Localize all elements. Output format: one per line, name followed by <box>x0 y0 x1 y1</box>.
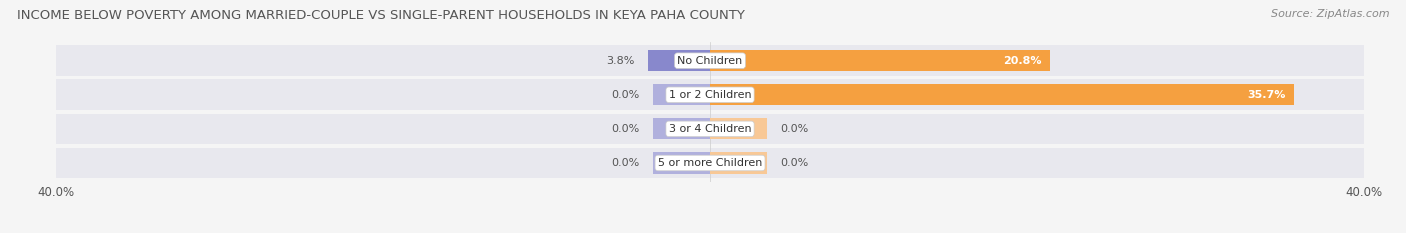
Text: 5 or more Children: 5 or more Children <box>658 158 762 168</box>
Text: 3.8%: 3.8% <box>606 56 636 66</box>
Bar <box>710 50 1050 71</box>
Bar <box>648 50 710 71</box>
Text: 20.8%: 20.8% <box>1004 56 1042 66</box>
Text: 0.0%: 0.0% <box>612 124 640 134</box>
Bar <box>652 152 710 174</box>
Bar <box>710 84 1294 105</box>
Text: Source: ZipAtlas.com: Source: ZipAtlas.com <box>1271 9 1389 19</box>
Text: 0.0%: 0.0% <box>780 158 808 168</box>
Bar <box>56 79 1364 110</box>
Bar <box>56 45 1364 76</box>
Text: No Children: No Children <box>678 56 742 66</box>
Text: 3 or 4 Children: 3 or 4 Children <box>669 124 751 134</box>
Text: 0.0%: 0.0% <box>612 158 640 168</box>
Text: 1 or 2 Children: 1 or 2 Children <box>669 90 751 100</box>
Bar <box>710 152 768 174</box>
Bar <box>652 84 710 105</box>
Text: 0.0%: 0.0% <box>780 124 808 134</box>
Bar <box>710 118 768 140</box>
Bar <box>56 113 1364 144</box>
Bar <box>56 148 1364 178</box>
Text: 35.7%: 35.7% <box>1247 90 1285 100</box>
Bar <box>652 118 710 140</box>
Text: INCOME BELOW POVERTY AMONG MARRIED-COUPLE VS SINGLE-PARENT HOUSEHOLDS IN KEYA PA: INCOME BELOW POVERTY AMONG MARRIED-COUPL… <box>17 9 745 22</box>
Text: 0.0%: 0.0% <box>612 90 640 100</box>
